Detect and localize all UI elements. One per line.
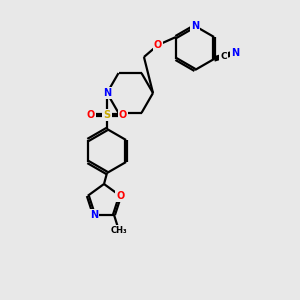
Text: CH₃: CH₃ — [111, 226, 127, 235]
Text: C: C — [220, 52, 227, 61]
Text: O: O — [119, 110, 127, 120]
Text: N: N — [103, 88, 111, 98]
Text: S: S — [103, 110, 111, 120]
Text: O: O — [116, 191, 124, 201]
Text: N: N — [231, 48, 239, 58]
Text: O: O — [154, 40, 162, 50]
Text: O: O — [87, 110, 95, 120]
Text: N: N — [191, 21, 199, 31]
Text: N: N — [90, 210, 98, 220]
